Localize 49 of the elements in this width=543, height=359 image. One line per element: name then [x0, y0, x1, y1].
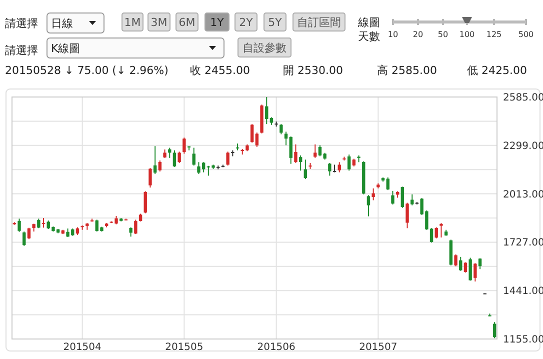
candlestick	[265, 96, 268, 125]
candlestick	[454, 254, 458, 267]
candlestick	[372, 188, 375, 201]
candlestick	[153, 146, 157, 174]
candlestick	[440, 222, 443, 238]
candlestick	[391, 190, 394, 205]
candlestick	[18, 218, 21, 232]
candlestick	[37, 218, 40, 229]
x-tick-label: 201506	[257, 342, 296, 353]
candlestick	[400, 186, 404, 208]
chart-subtitle: 20150528 ↓ 75.00 (↓ 2.96%)	[5, 64, 168, 77]
candlestick	[148, 168, 152, 188]
candlestick	[328, 162, 332, 176]
candlestick	[298, 154, 302, 172]
candlestick	[338, 162, 341, 173]
candlestick	[434, 226, 438, 239]
candlestick	[226, 151, 230, 166]
candlestick	[134, 219, 138, 235]
candlestick	[347, 154, 351, 172]
candlestick	[192, 147, 196, 166]
candlestick	[42, 218, 46, 228]
candlestick	[332, 164, 336, 173]
candlestick	[144, 190, 147, 214]
candlestick	[289, 136, 292, 164]
candlestick	[474, 262, 477, 282]
candlestick	[255, 132, 259, 148]
candlestick	[22, 231, 26, 246]
candlestick	[459, 256, 462, 272]
x-tick-label: 201505	[165, 342, 204, 353]
candlestick	[304, 159, 308, 180]
candlestick	[406, 202, 409, 229]
x-tick-label: 201504	[63, 342, 102, 353]
x-tick-label: 201507	[359, 342, 398, 353]
candlestick	[158, 160, 162, 172]
candlestick	[284, 131, 288, 146]
candlestick	[178, 151, 181, 164]
candlestick	[314, 144, 317, 158]
candlestick	[366, 194, 370, 217]
candlestick	[492, 322, 496, 339]
candlestick	[468, 257, 472, 282]
candlestick	[280, 124, 283, 135]
candlestick	[182, 137, 186, 154]
candlestick	[129, 226, 132, 238]
candlestick	[294, 144, 298, 164]
candlestick	[410, 194, 414, 206]
candlestick	[27, 227, 31, 240]
candlestick	[250, 124, 254, 144]
candlestick	[386, 176, 390, 191]
candlestick	[172, 150, 176, 168]
